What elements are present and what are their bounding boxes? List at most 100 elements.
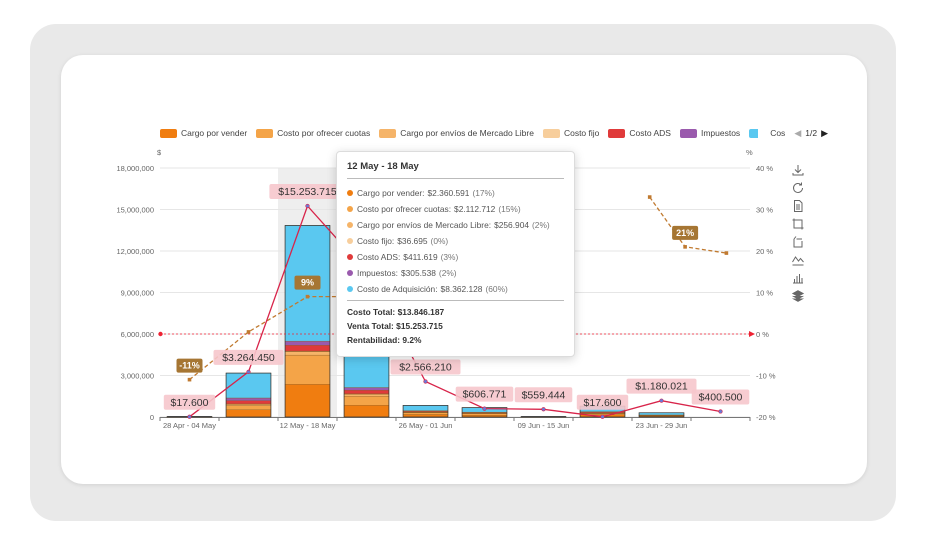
legend-item[interactable]: Costo fijo <box>542 128 600 138</box>
left-axis-tick-label: 15,000,000 <box>116 206 154 215</box>
tooltip-row: Costo ADS: $411.619 (3%) <box>347 249 564 265</box>
profitability-marker <box>187 377 192 382</box>
sales-data-label: $606.771 <box>455 386 514 402</box>
left-axis-tick-label: 6,000,000 <box>121 330 154 339</box>
tooltip-label: Costo por ofrecer cuotas: <box>357 204 452 214</box>
sales-marker <box>600 414 605 419</box>
tooltip-value: $305.538 <box>400 268 436 278</box>
left-axis-tick-label: 3,000,000 <box>121 372 154 381</box>
sales-label-text: $3.264.450 <box>222 352 275 364</box>
right-axis-unit: % <box>746 148 753 157</box>
sales-data-label: $2.566.210 <box>390 359 461 375</box>
sales-marker <box>187 414 192 419</box>
x-axis-tick-label: 09 Jun - 15 Jun <box>518 421 570 430</box>
tooltip-label: Cargo por envíos de Mercado Libre: <box>357 220 492 230</box>
tooltip-label: Costo ADS: <box>357 252 401 262</box>
profitability-badge: -11% <box>176 358 203 373</box>
legend-pager: ◀ 1/2 ▶ <box>794 128 828 139</box>
sales-label-bg <box>213 349 284 365</box>
profitability-badge-text: 9% <box>301 278 314 288</box>
bar-segment <box>402 414 449 418</box>
tooltip-percent: (2%) <box>438 268 457 278</box>
data-view-icon[interactable] <box>791 199 805 213</box>
legend-next-icon[interactable]: ▶ <box>821 127 828 138</box>
bar-outline <box>284 225 331 418</box>
tooltip-value: $411.619 <box>403 252 438 262</box>
zero-line-start-marker <box>158 331 163 337</box>
zoom-reset-icon[interactable] <box>791 235 805 249</box>
tooltip-percent: (2%) <box>532 220 550 230</box>
left-axis-tick-label: 18,000,000 <box>116 164 154 173</box>
x-axis-tick-label: 23 Jun - 29 Jun <box>636 421 688 430</box>
sales-data-label: $15.253.715 <box>269 183 346 199</box>
legend-item[interactable]: Impuestos <box>679 128 740 138</box>
x-axis-tick-label: 28 Apr - 04 May <box>163 421 216 430</box>
legend-swatch <box>749 128 767 138</box>
sales-label-bg <box>576 394 629 410</box>
sales-label-text: $606.771 <box>463 389 507 401</box>
profitability-marker <box>647 195 652 199</box>
right-axis-tick-label: -20 % <box>756 413 776 422</box>
legend-item[interactable]: Costo ADS <box>608 128 671 138</box>
profitability-badge-text: -11% <box>179 361 200 371</box>
legend-swatch <box>379 128 397 138</box>
tooltip-total-sales: Venta Total: $15.253.715 <box>347 321 443 331</box>
sales-label-text: $15.253.715 <box>278 186 337 198</box>
right-axis-tick-label: 20 % <box>756 247 773 256</box>
sales-label-text: $559.444 <box>522 389 566 401</box>
stack-icon[interactable] <box>791 289 805 303</box>
sales-label-bg <box>455 386 514 402</box>
legend-item[interactable]: Cargo por envíos de Mercado Libre <box>379 128 534 138</box>
tooltip-profitability: Rentabilidad: 9.2% <box>347 335 422 345</box>
tooltip-marker <box>347 270 353 276</box>
right-axis-tick-label: 40 % <box>756 164 773 173</box>
legend-item[interactable]: Costo por ofrecer cuotas <box>256 128 370 138</box>
zero-line-arrow <box>749 331 755 337</box>
legend-item[interactable]: Cargo por vender <box>160 128 247 138</box>
tooltip-label: Costo de Adquisición: <box>357 284 438 294</box>
bar-segment <box>225 397 272 401</box>
left-axis-tick-label: 12,000,000 <box>116 247 154 256</box>
bar-segment <box>343 405 390 418</box>
sales-data-label: $3.264.450 <box>213 349 284 365</box>
sales-marker <box>423 379 428 384</box>
bar-segment <box>284 340 331 346</box>
bar-segment <box>343 393 390 397</box>
sales-data-label: $400.500 <box>691 389 750 405</box>
bar-outline <box>638 412 685 418</box>
bar-segment <box>225 409 272 418</box>
bar-segment <box>402 405 449 411</box>
bar-segment <box>343 387 390 391</box>
legend-label: Costo ADS <box>629 128 671 138</box>
line-chart-icon[interactable] <box>791 253 805 267</box>
tooltip-marker <box>347 254 353 260</box>
sales-label-bg <box>390 359 461 375</box>
sales-label-text: $17.600 <box>171 397 209 409</box>
legend-item[interactable]: Cos <box>749 128 785 138</box>
download-icon[interactable] <box>791 163 805 177</box>
legend-swatch <box>256 128 274 138</box>
sales-marker <box>246 369 251 374</box>
profitability-badge-bg <box>176 358 203 373</box>
profitability-marker <box>724 251 729 255</box>
tooltip-percent: (0%) <box>430 236 449 246</box>
zoom-icon[interactable] <box>791 217 805 231</box>
tooltip-separator <box>347 178 564 179</box>
restore-icon[interactable] <box>791 181 805 195</box>
left-axis-unit: $ <box>157 148 162 157</box>
sales-label-bg <box>691 389 750 405</box>
tooltip-title: 12 May - 18 May <box>347 161 419 172</box>
sales-marker <box>718 409 723 414</box>
tooltip-percent: (17%) <box>472 188 495 198</box>
bar-chart-icon[interactable] <box>791 271 805 285</box>
right-axis-tick-label: -10 % <box>756 372 776 381</box>
sales-marker <box>305 203 310 209</box>
sales-label-bg <box>163 394 216 410</box>
sales-line <box>189 204 721 418</box>
legend-prev-icon[interactable]: ◀ <box>794 127 802 138</box>
tooltip-row: Costo por ofrecer cuotas: $2.112.712 (15%) <box>347 201 564 217</box>
legend-label: Costo fijo <box>563 128 600 138</box>
legend-label: Cos <box>770 128 786 138</box>
legend-label: Cargo por vender <box>181 128 248 138</box>
profitability-badge: 9% <box>294 275 321 290</box>
